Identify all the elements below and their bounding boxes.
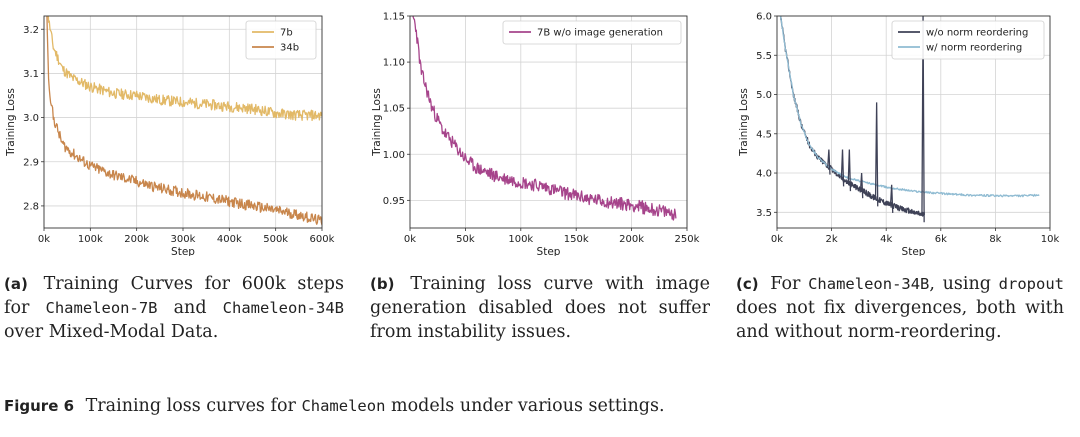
caption-c-pre: For: [770, 274, 801, 294]
chart-b-ytick-label: 1.15: [383, 12, 405, 23]
chart-b-ytick-label: 1.10: [383, 58, 405, 69]
chart-b-xtick-label: 50k: [456, 234, 475, 245]
caption-c-dropout: dropout: [998, 275, 1064, 293]
chart-c-spike: [921, 16, 925, 223]
caption-c-model-34b: Chameleon-34B: [808, 275, 930, 293]
chart-a-ylabel: Training Loss: [5, 88, 17, 157]
chart-c-xtick-label: 4k: [880, 234, 892, 245]
chart-c-xtick-label: 6k: [935, 234, 947, 245]
chart-b-ylabel: Training Loss: [371, 88, 383, 157]
figure-caption-label: Figure 6: [4, 397, 75, 415]
chart-c-spike: [840, 149, 845, 187]
chart-a-xtick-label: 300k: [171, 234, 196, 245]
chart-c-xtick-label: 0k: [771, 234, 783, 245]
chart-a-svg: 0k 100k 200k 300k 400k 500k 600k 2.8 2.9 3.0 3.1 3.…: [5, 15, 335, 256]
chart-a-xlabel: Step: [171, 246, 195, 256]
chart-b-ytick-label: 1.05: [383, 104, 405, 115]
figure-caption-pre: Training loss curves for: [85, 396, 296, 416]
chart-c-frame: [776, 15, 1051, 229]
chart-b-xtick-label: 250k: [675, 234, 700, 245]
chart-a-legend-label: 7b: [280, 28, 293, 39]
chart-c-legend-label: w/o norm reordering: [926, 28, 1028, 39]
chart-a: 0k 100k 200k 300k 400k 500k 600k 2.8 2.9 3.0 3.1 3.…: [0, 6, 345, 256]
chart-c-spike: [827, 149, 831, 175]
caption-a-mid: and: [173, 298, 207, 318]
chart-c-xtick-label: 8k: [989, 234, 1001, 245]
caption-b-label: (b): [370, 275, 395, 293]
chart-b-frame: [409, 15, 688, 229]
figure-caption: Figure 6 Training loss curves for Chamel…: [4, 396, 665, 416]
chart-c-series-line: [779, 16, 1040, 198]
chart-a-series-line: [46, 16, 322, 226]
chart-c-xtick-label: 10k: [1041, 234, 1060, 245]
chart-a-legend-box: [245, 20, 317, 60]
caption-b: (b) Training loss curve with image gener…: [370, 272, 710, 344]
chart-b-xlabel: Step: [537, 246, 561, 256]
chart-b-series-group: [412, 16, 677, 221]
chart-c-xlabel: Step: [902, 246, 926, 256]
caption-a-pre: Training Curves for 600k steps for: [4, 274, 344, 318]
chart-b-svg: 0k 50k 100k 150k 200k 250k 0.95 1.00 1.05 1.10 1.1…: [371, 12, 700, 257]
chart-c-ytick-label: 5.5: [756, 51, 772, 62]
chart-a-ytick-label: 3.0: [23, 113, 39, 124]
chart-b-series-line: [412, 16, 677, 221]
chart-c-ytick-label: 5.0: [756, 90, 772, 101]
chart-b-xtick-label: 150k: [564, 234, 589, 245]
figure-caption-model: Chameleon: [301, 397, 386, 415]
caption-c: (c) For Chameleon-34B, using dropout doe…: [736, 272, 1064, 344]
chart-a-legend-label: 34b: [280, 43, 299, 54]
chart-c: 0k 2k 4k 6k 8k 10k 3.5 4.0 4.5 5.0 5.5 6.0 Step Train…: [728, 6, 1073, 257]
chart-c-series-group: [779, 16, 1040, 223]
chart-b-xtick-label: 100k: [508, 234, 533, 245]
caption-a-model-34b: Chameleon-34B: [222, 299, 344, 317]
chart-c-spike: [889, 184, 894, 213]
chart-c-ytick-label: 4.5: [756, 129, 772, 140]
chart-b-legend-box: [502, 20, 682, 45]
chart-a-xtick-label: 100k: [78, 234, 103, 245]
chart-c-spike: [874, 102, 879, 207]
chart-b-legend-label: 7B w/o image generation: [537, 28, 663, 39]
caption-a-label: (a): [4, 275, 28, 293]
caption-c-mid: , using: [929, 274, 991, 294]
caption-a-post: over Mixed-Modal Data.: [4, 322, 219, 342]
chart-b-ytick-label: 0.95: [383, 196, 405, 207]
chart-b-ytick-label: 1.00: [383, 150, 405, 161]
chart-a-ytick-label: 2.9: [23, 157, 39, 168]
chart-c-xtick-label: 2k: [826, 234, 838, 245]
chart-a-xtick-label: 400k: [217, 234, 242, 245]
chart-c-spike: [859, 172, 864, 199]
chart-c-ytick-label: 3.5: [756, 208, 772, 219]
chart-c-svg: 0k 2k 4k 6k 8k 10k 3.5 4.0 4.5 5.0 5.5 6.0 Step Train…: [738, 12, 1060, 257]
caption-c-label: (c): [736, 275, 759, 293]
caption-a: (a) Training Curves for 600k steps for C…: [4, 272, 344, 344]
chart-c-legend-label: w/ norm reordering: [926, 43, 1022, 54]
caption-b-text: Training loss curve with image generatio…: [370, 274, 710, 342]
caption-c-post: does not fix divergences, both with and …: [736, 298, 1064, 342]
caption-a-model-7b: Chameleon-7B: [45, 299, 158, 317]
chart-a-xtick-label: 600k: [310, 234, 335, 245]
chart-a-ytick-label: 3.2: [23, 25, 39, 36]
chart-c-ylabel: Training Loss: [738, 88, 750, 157]
chart-c-ytick-label: 4.0: [756, 169, 772, 180]
chart-a-series-line: [47, 16, 322, 122]
chart-c-legend-box: [891, 20, 1045, 60]
chart-a-ytick-label: 2.8: [23, 201, 39, 212]
chart-a-xtick-label: 500k: [263, 234, 288, 245]
chart-a-xtick-label: 0k: [38, 234, 50, 245]
chart-a-ytick-label: 3.1: [23, 69, 39, 80]
chart-b: 0k 50k 100k 150k 200k 250k 0.95 1.00 1.05 1.10 1.1…: [365, 6, 710, 257]
chart-b-xtick-label: 200k: [619, 234, 644, 245]
figure-caption-post: models under various settings.: [391, 396, 665, 416]
chart-a-series-group: [46, 16, 322, 226]
chart-c-spike: [847, 149, 852, 192]
chart-b-xtick-label: 0k: [404, 234, 416, 245]
chart-a-xtick-label: 200k: [124, 234, 149, 245]
chart-c-ytick-label: 6.0: [756, 12, 772, 23]
